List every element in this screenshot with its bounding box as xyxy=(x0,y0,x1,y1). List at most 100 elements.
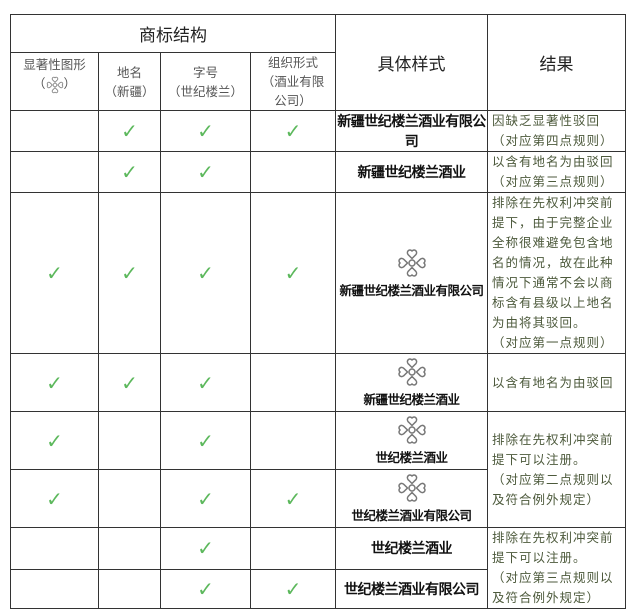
check-cell: ✓ xyxy=(160,151,251,193)
result-line: 以含有地名为由驳回 xyxy=(492,374,614,390)
check-cell: ✓ xyxy=(160,192,251,354)
sample-text: 新疆世纪楼兰酒业有限公司 xyxy=(339,282,484,298)
check-icon: ✓ xyxy=(46,428,63,453)
sample-text: 世纪楼兰酒业 xyxy=(371,541,453,558)
check-icon: ✓ xyxy=(121,261,138,285)
check-icon: ✓ xyxy=(121,119,138,143)
check-cell xyxy=(250,353,336,412)
check-cell: ✓ xyxy=(160,469,251,528)
col-label: 字号 xyxy=(192,64,218,80)
result-line: 排除在先权利冲突前提下，由于完整企业全称很难避免包含地名的情况，故在此种情况下通… xyxy=(492,195,614,330)
sample-text: 世纪楼兰酒业有限公司 xyxy=(351,508,472,523)
check-cell: ✓ xyxy=(250,469,336,528)
check-cell xyxy=(98,568,161,609)
check-cell xyxy=(10,110,99,152)
check-cell: ✓ xyxy=(98,151,161,193)
col-label: 组织形式 xyxy=(267,55,318,70)
col-sub: （世纪楼兰） xyxy=(167,83,243,99)
check-cell: ✓ xyxy=(10,411,99,470)
check-icon: ✓ xyxy=(284,119,302,143)
check-cell: ✓ xyxy=(160,411,251,470)
check-cell: ✓ xyxy=(250,110,336,152)
table-row: ✓ ✓ 世纪楼兰酒业 排除在先权利冲突前提下可以注册。 （对应第二点规则以及符合例外规定… xyxy=(10,411,626,528)
sample-cell: 新疆世纪楼兰酒业 xyxy=(335,353,488,412)
col-header-brand: 字号 （世纪楼兰） xyxy=(160,52,251,111)
sample-cell: 世纪楼兰酒业有限公司 xyxy=(335,469,488,528)
check-icon: ✓ xyxy=(197,370,214,395)
check-cell: ✓ xyxy=(98,192,161,354)
check-icon: ✓ xyxy=(46,486,63,511)
result-cell: 排除在先权利冲突前提下可以注册。 （对应第二点规则以及符合例外规定） xyxy=(487,411,626,528)
check-cell xyxy=(250,527,336,570)
check-cell xyxy=(10,527,99,570)
result-cell: 因缺乏显著性驳回 （对应第四点规则） xyxy=(487,110,626,152)
sample-text: 新疆世纪楼兰酒业有限公司 xyxy=(337,114,486,150)
check-cell: ✓ xyxy=(250,568,336,609)
check-cell xyxy=(10,151,99,193)
check-cell xyxy=(98,527,161,570)
check-cell: ✓ xyxy=(160,527,251,570)
sample-cell: 新疆世纪楼兰酒业有限公司 xyxy=(335,192,488,354)
sample-text: 世纪楼兰酒业 xyxy=(375,450,448,465)
check-icon: ✓ xyxy=(197,160,214,184)
logo-icon xyxy=(397,358,426,386)
check-cell: ✓ xyxy=(160,110,251,152)
result-line: 排除在先权利冲突前提下可以注册。 xyxy=(492,431,614,467)
sample-cell: 世纪楼兰酒业 xyxy=(335,527,488,570)
result-line: （对应第三点规则以及符合例外规定） xyxy=(492,570,614,605)
result-cell: 以含有地名为由驳回 xyxy=(487,353,626,412)
col-header-place: 地名 （新疆） xyxy=(98,52,161,111)
check-cell: ✓ xyxy=(98,353,161,412)
sample-header: 具体样式 xyxy=(335,14,488,111)
check-cell xyxy=(98,469,161,528)
logo-icon xyxy=(46,76,63,93)
result-header: 结果 xyxy=(487,14,626,111)
result-line: （对应第一点规则） xyxy=(492,335,614,350)
check-cell: ✓ xyxy=(250,192,336,354)
check-cell: ✓ xyxy=(160,568,251,609)
check-icon: ✓ xyxy=(284,486,302,511)
check-icon: ✓ xyxy=(284,261,302,285)
sample-cell: 新疆世纪楼兰酒业 xyxy=(335,151,488,193)
check-icon: ✓ xyxy=(197,486,214,511)
check-icon: ✓ xyxy=(197,119,214,143)
col-header-org: 组织形式 （酒业有限公司） xyxy=(250,52,336,111)
logo-icon xyxy=(397,474,426,502)
check-cell: ✓ xyxy=(160,353,251,412)
col-sub: （） xyxy=(11,74,98,94)
sample-text: 新疆世纪楼兰酒业 xyxy=(357,165,467,181)
sample-cell: 世纪楼兰酒业 xyxy=(335,411,488,470)
check-icon: ✓ xyxy=(197,576,214,601)
result-cell: 排除在先权利冲突前提下可以注册。 （对应第三点规则以及符合例外规定） xyxy=(487,527,626,609)
check-icon: ✓ xyxy=(284,576,302,601)
trademark-table: 商标结构 具体样式 结果 显著性图形 （） 地名 （新疆） 字号 （世纪楼兰） 组织… xyxy=(10,14,626,609)
check-icon: ✓ xyxy=(197,261,214,285)
paren-open: （ xyxy=(32,76,46,91)
result-line: 以含有地名为由驳回 xyxy=(492,154,614,169)
table-row: ✓ 世纪楼兰酒业 排除在先权利冲突前提下可以注册。 （对应第三点规则以及符合例外规定） xyxy=(10,527,626,609)
col-sub: （酒业有限公司） xyxy=(261,74,325,108)
check-icon: ✓ xyxy=(197,536,214,561)
result-line: 因缺乏显著性驳回 xyxy=(492,113,601,128)
result-cell: 以含有地名为由驳回 （对应第三点规则） xyxy=(487,151,626,193)
col-sub: （新疆） xyxy=(104,83,155,99)
check-icon: ✓ xyxy=(121,160,138,184)
check-icon: ✓ xyxy=(197,428,214,453)
check-cell xyxy=(98,411,161,470)
check-cell xyxy=(10,568,99,609)
col-label: 显著性图形 xyxy=(23,57,86,72)
check-icon: ✓ xyxy=(121,370,138,395)
table-row: ✓ ✓ ✓ 新疆世纪楼兰酒业有限公司 因缺乏显著性驳回 （对应第四点规则） xyxy=(10,110,626,152)
table-row: ✓ ✓ ✓ 新疆世纪楼兰酒业 以含有地名为由驳回 xyxy=(10,353,626,412)
result-cell: 排除在先权利冲突前提下，由于完整企业全称很难避免包含地名的情况，故在此种情况下通… xyxy=(487,192,626,354)
col-label: 地名 xyxy=(116,64,142,80)
sample-cell: 新疆世纪楼兰酒业有限公司 xyxy=(335,110,488,152)
check-cell: ✓ xyxy=(10,192,99,354)
logo-icon xyxy=(397,416,426,444)
check-cell: ✓ xyxy=(98,110,161,152)
col-header-graphic: 显著性图形 （） xyxy=(10,52,99,111)
logo-icon xyxy=(397,248,426,277)
check-cell: ✓ xyxy=(10,469,99,528)
paren-close: ） xyxy=(63,76,77,91)
table-row: ✓ ✓ ✓ ✓ 新疆世纪楼兰酒业有限公司 排除在先权利冲突前提下，由于完整企业全称很难避免… xyxy=(10,192,626,354)
